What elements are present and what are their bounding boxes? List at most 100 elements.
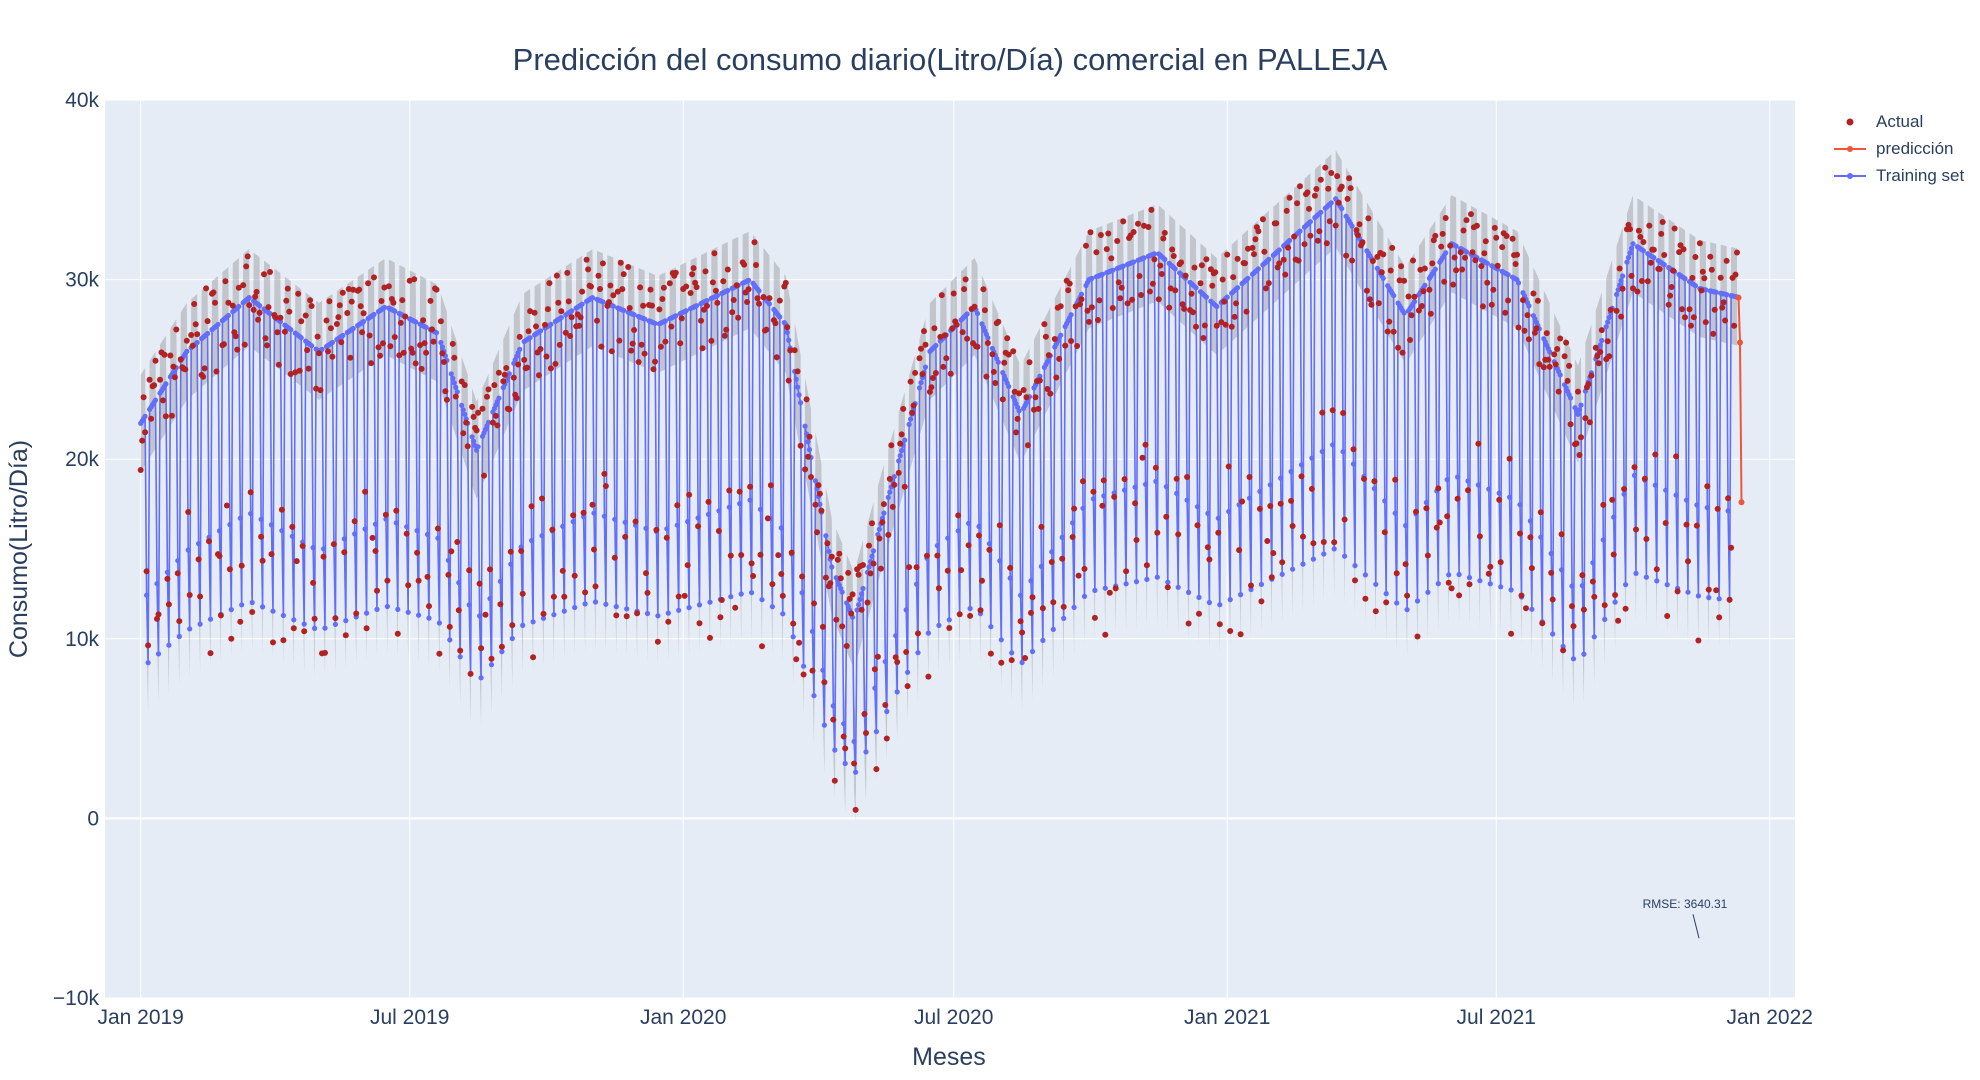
actual-point [1595, 360, 1602, 367]
actual-point [892, 654, 899, 661]
x-axis-title: Meses [912, 1043, 986, 1071]
actual-point [705, 498, 712, 505]
training-set-point [450, 375, 456, 381]
actual-point [1132, 500, 1139, 507]
training-set-point [1205, 510, 1211, 516]
actual-point [501, 371, 508, 378]
actual-point [611, 554, 618, 561]
actual-point [250, 306, 257, 313]
actual-point [240, 282, 247, 289]
actual-point [417, 342, 424, 349]
actual-point [1191, 264, 1198, 271]
training-set-point [1300, 561, 1306, 567]
actual-point [1216, 621, 1223, 628]
training-set-point [1288, 468, 1294, 475]
training-set-point [716, 508, 722, 514]
actual-point [1705, 586, 1712, 593]
legend-item-actual[interactable]: Actual [1830, 108, 1964, 135]
training-set-point [1371, 486, 1377, 492]
actual-point [351, 518, 358, 525]
training-set-point [1505, 272, 1511, 278]
legend-item-prediccion[interactable]: predicción [1830, 135, 1964, 162]
actual-point [247, 489, 254, 496]
actual-point [1365, 215, 1372, 222]
training-set-point [1663, 487, 1669, 493]
training-set-point [964, 311, 970, 317]
actual-point [753, 262, 759, 268]
actual-point [284, 285, 291, 292]
training-set-point [350, 325, 356, 332]
training-set-point [176, 633, 182, 640]
actual-point [1326, 218, 1333, 225]
actual-point [1701, 275, 1708, 282]
actual-point [1407, 337, 1413, 343]
actual-point [531, 309, 538, 316]
legend-item-training-set[interactable]: Training set [1830, 162, 1964, 189]
actual-point [326, 298, 333, 305]
actual-point [992, 380, 999, 386]
training-set-point [475, 444, 481, 450]
actual-point [814, 529, 820, 536]
actual-point [232, 333, 239, 340]
actual-point [958, 567, 965, 574]
actual-point [727, 552, 734, 559]
training-set-point [799, 590, 805, 596]
training-set-point [674, 522, 680, 528]
actual-point [772, 320, 779, 327]
actual-point [1130, 229, 1137, 235]
training-set-point [737, 501, 743, 507]
actual-point [1081, 565, 1088, 572]
actual-point [1555, 388, 1562, 395]
actual-point [1215, 529, 1222, 536]
actual-point [369, 534, 376, 541]
actual-point [1005, 351, 1012, 358]
actual-point [1332, 222, 1339, 229]
training-set-point [823, 533, 829, 539]
actual-point [559, 567, 566, 574]
actual-point [1307, 232, 1314, 239]
actual-point [223, 502, 230, 509]
rmse-annotation-text: RMSE: 3640.31 [1643, 897, 1728, 911]
training-set-point [906, 421, 912, 427]
actual-point [1193, 323, 1199, 330]
training-set-point [997, 558, 1003, 564]
actual-point [1726, 596, 1733, 603]
actual-point [864, 599, 871, 606]
actual-point [1418, 303, 1425, 309]
actual-point [1494, 262, 1501, 269]
actual-point [409, 349, 416, 356]
training-set-point [1435, 581, 1441, 587]
training-set-point [496, 395, 502, 401]
actual-point [1265, 280, 1272, 287]
actual-point [1297, 183, 1303, 190]
legend[interactable]: Actual predicción Training set [1830, 108, 1964, 189]
training-set-point [863, 749, 869, 755]
actual-point [1334, 173, 1341, 180]
training-set-point [683, 308, 689, 314]
training-set-point [1184, 497, 1190, 503]
actual-point [1634, 288, 1641, 295]
actual-point [1427, 310, 1434, 317]
training-set-point [860, 585, 866, 592]
actual-point [644, 589, 651, 596]
training-set-point [298, 335, 304, 341]
actual-point [1057, 303, 1064, 310]
actual-point [155, 611, 162, 618]
actual-point [1020, 387, 1027, 393]
actual-point [226, 566, 233, 573]
training-set-point [1630, 241, 1636, 247]
actual-point [1540, 364, 1547, 371]
actual-point [915, 630, 921, 637]
training-set-point [610, 303, 616, 309]
training-set-point [1215, 515, 1221, 521]
actual-point [769, 581, 776, 588]
actual-point [1585, 381, 1592, 388]
actual-point [203, 285, 210, 292]
actual-point [148, 415, 155, 422]
actual-point [1463, 217, 1470, 224]
actual-point [1436, 519, 1443, 526]
training-set-point [757, 506, 764, 512]
actual-point [299, 543, 306, 549]
actual-point [984, 340, 991, 346]
